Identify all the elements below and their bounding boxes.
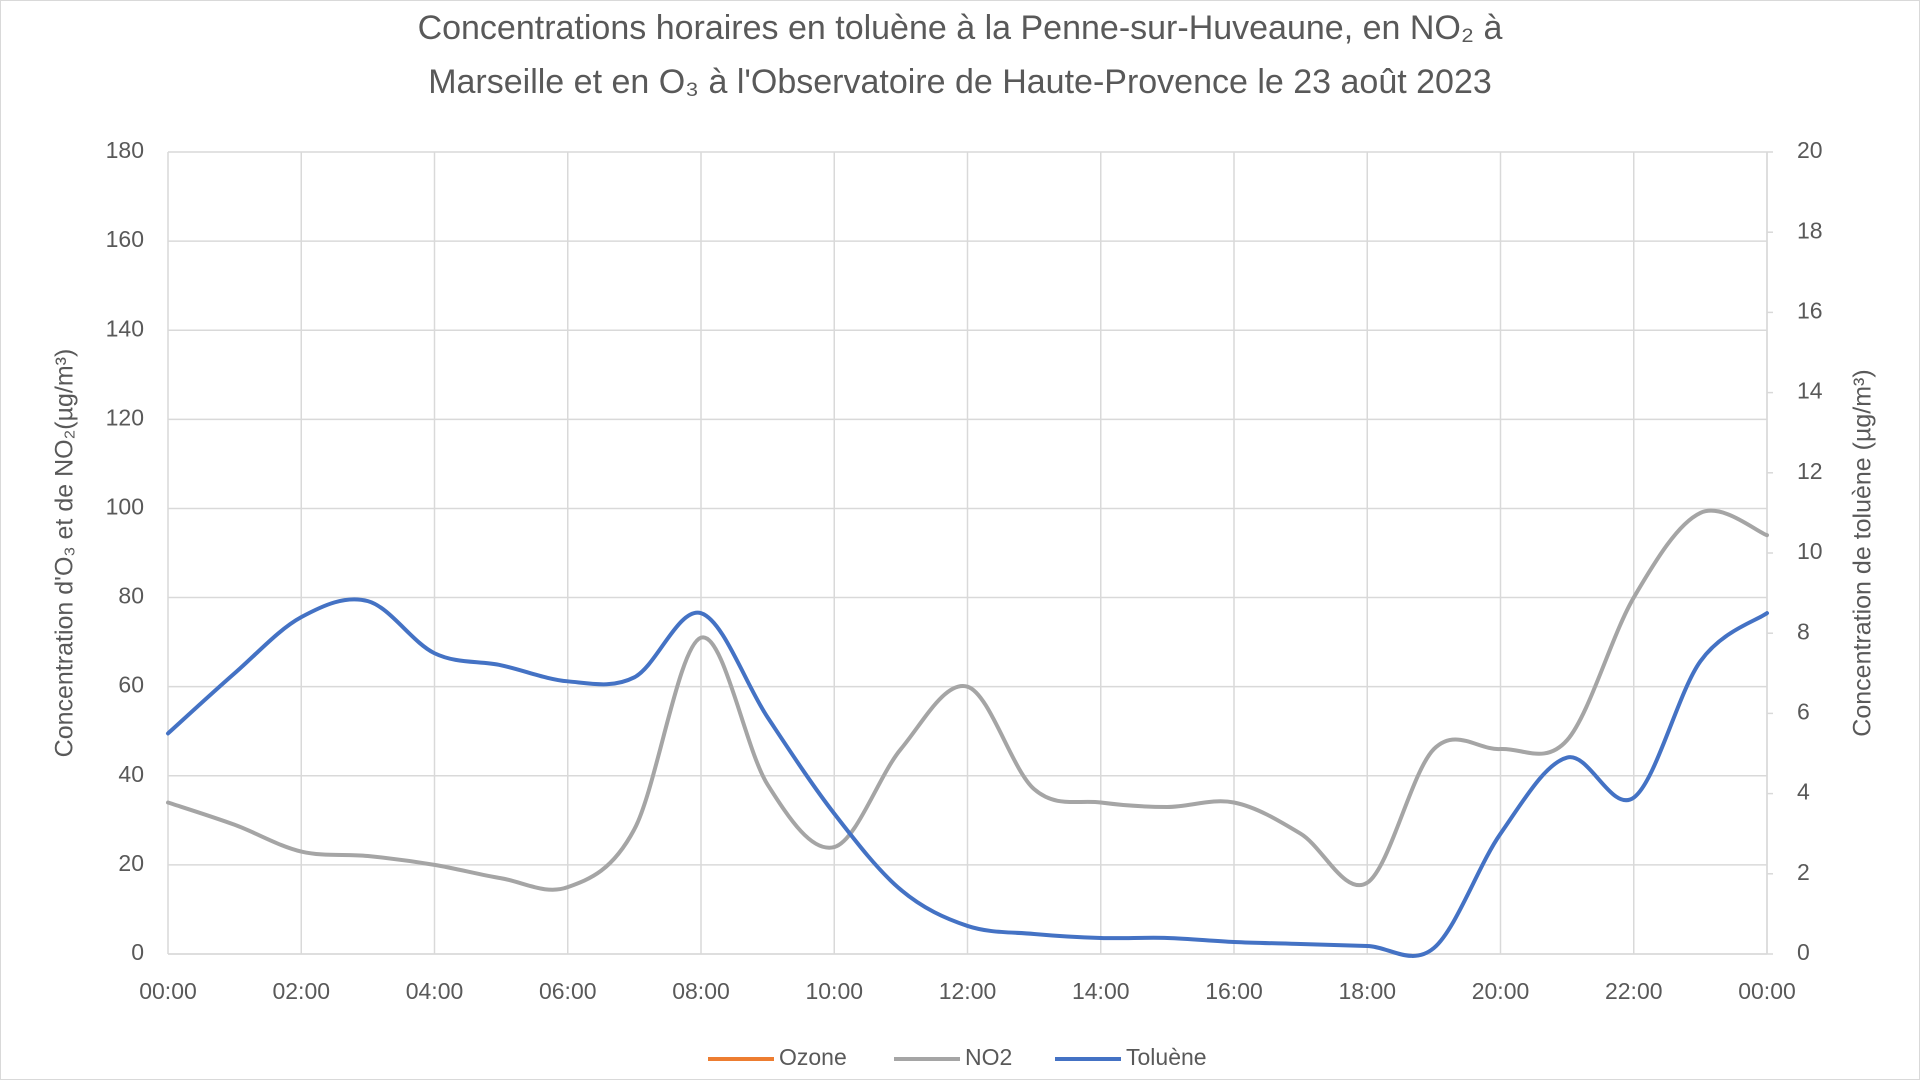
y-tick-label: 100 <box>106 494 144 520</box>
y2-tick-label: 0 <box>1797 939 1810 965</box>
y-axis-title: Concentration d'O₃ et de NO₂(µg/m³) <box>51 349 79 758</box>
x-tick-label: 18:00 <box>1338 978 1396 1004</box>
x-tick-label: 14:00 <box>1072 978 1130 1004</box>
x-tick-label: 04:00 <box>406 978 464 1004</box>
y2-tick-label: 8 <box>1797 618 1810 644</box>
x-tick-label: 12:00 <box>939 978 997 1004</box>
x-tick-label: 22:00 <box>1605 978 1663 1004</box>
y-tick-label: 140 <box>106 315 144 341</box>
legend-label: Ozone <box>779 1044 847 1070</box>
y-tick-label: 160 <box>106 226 144 252</box>
x-tick-label: 00:00 <box>139 978 197 1004</box>
x-tick-label: 08:00 <box>672 978 730 1004</box>
y2-tick-label: 4 <box>1797 779 1810 805</box>
legend-label: Toluène <box>1126 1044 1207 1070</box>
y-tick-label: 60 <box>118 672 144 698</box>
y2-tick-label: 18 <box>1797 217 1823 243</box>
y-tick-label: 120 <box>106 404 144 430</box>
y2-tick-label: 20 <box>1797 137 1823 163</box>
line-series <box>166 597 1769 958</box>
y2-axis-title: Concentration de toluène (µg/m³) <box>1849 369 1877 736</box>
x-tick-label: 20:00 <box>1472 978 1530 1004</box>
x-tick-label: 02:00 <box>272 978 330 1004</box>
chart-title: Concentrations horaires en toluène à la … <box>418 9 1503 47</box>
x-tick-label: 16:00 <box>1205 978 1263 1004</box>
x-tick-label: 10:00 <box>805 978 863 1004</box>
legend-label: NO2 <box>965 1044 1012 1070</box>
y2-tick-label: 16 <box>1797 297 1823 323</box>
y-tick-label: 0 <box>131 939 144 965</box>
x-tick-label: 06:00 <box>539 978 597 1004</box>
y2-tick-label: 6 <box>1797 698 1810 724</box>
y2-tick-label: 10 <box>1797 538 1823 564</box>
y2-tick-label: 14 <box>1797 378 1823 404</box>
x-tick-label: 00:00 <box>1738 978 1796 1004</box>
line-series <box>166 508 1769 892</box>
y-tick-label: 180 <box>106 137 144 163</box>
y-tick-label: 80 <box>118 583 144 609</box>
y-tick-label: 40 <box>118 761 144 787</box>
y2-tick-label: 2 <box>1797 859 1810 885</box>
chart-title: Marseille et en O₃ à l'Observatoire de H… <box>428 63 1492 101</box>
y-tick-label: 20 <box>118 850 144 876</box>
y2-tick-label: 12 <box>1797 458 1823 484</box>
